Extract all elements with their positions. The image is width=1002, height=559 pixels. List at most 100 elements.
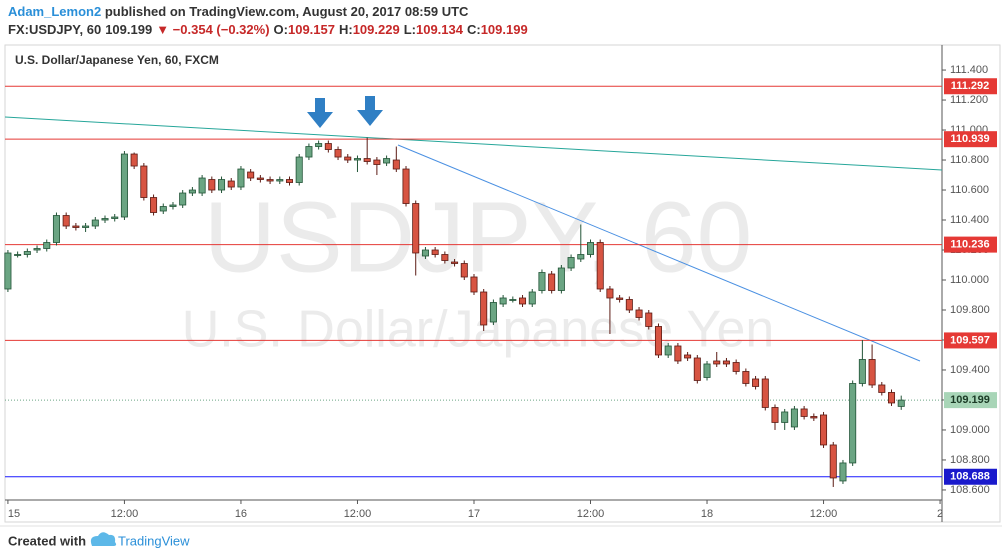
footer-brand[interactable]: TradingView <box>118 533 190 548</box>
candle-body <box>130 153 138 167</box>
candle-body <box>227 180 235 188</box>
candle-body <box>324 143 332 150</box>
trend-line <box>397 144 921 362</box>
candle-body <box>33 248 41 251</box>
candle-body <box>693 357 701 381</box>
candle-body <box>480 291 488 326</box>
candle-body <box>761 378 769 408</box>
y-tick-label: 110.800 <box>950 154 989 166</box>
candle-body <box>684 354 692 359</box>
level-label-box <box>944 236 997 253</box>
x-tick-label: 16 <box>235 508 247 520</box>
candle-body <box>752 378 760 387</box>
level-label: 110.236 <box>950 239 989 251</box>
candle-body <box>305 146 313 158</box>
x-tick-label: 12:00 <box>810 508 838 520</box>
candle-body <box>373 159 381 165</box>
candle-body <box>402 168 410 204</box>
candle-body <box>703 363 711 378</box>
author[interactable]: Adam_Lemon2 <box>8 4 102 19</box>
candle-body <box>451 261 459 264</box>
candle-body <box>781 411 789 423</box>
candle-body <box>334 149 342 158</box>
candle-body <box>489 302 497 323</box>
level-label: 111.292 <box>951 80 990 92</box>
candle-body <box>790 408 798 428</box>
candle-body <box>150 197 158 213</box>
candle-body <box>412 203 420 254</box>
quote-item: H: <box>338 22 353 37</box>
candle-body <box>72 225 80 228</box>
candle-body <box>266 179 274 182</box>
level-label: 108.688 <box>950 471 990 483</box>
candle-body <box>509 299 517 301</box>
candle-body <box>519 297 527 305</box>
y-tick-label: 110.000 <box>950 274 989 286</box>
arrow-down <box>307 98 333 128</box>
candle-body <box>548 273 556 291</box>
candle-body <box>441 254 449 261</box>
header: Adam_Lemon2 published on TradingView.com… <box>8 3 532 39</box>
candle-body <box>4 252 12 290</box>
level-label: 109.199 <box>950 394 990 406</box>
x-tick-label: 18 <box>701 508 713 520</box>
level-label-box <box>944 131 997 148</box>
candle-body <box>159 206 167 212</box>
candle-body <box>586 242 595 255</box>
candle-body <box>14 254 22 256</box>
watermark-symbol: USDJPY, 60 <box>204 181 752 293</box>
level-label-box <box>944 468 997 485</box>
candle-body <box>849 383 857 464</box>
candle-body <box>23 251 31 255</box>
arrow-down <box>357 96 383 126</box>
y-tick-label: 109.400 <box>950 364 990 376</box>
candle-body <box>742 371 750 384</box>
candle-body <box>91 219 99 227</box>
candle-body <box>616 297 624 300</box>
candle-body <box>664 345 672 356</box>
candle-body <box>800 408 808 417</box>
candle-body <box>538 272 546 291</box>
candle-body <box>470 276 478 293</box>
candle-body <box>62 215 70 227</box>
quote-item: 109.199 <box>480 22 528 37</box>
trend-line <box>4 116 943 171</box>
candle-body <box>218 179 226 191</box>
y-tick-label: 110.400 <box>950 214 989 226</box>
candle-body <box>645 312 653 327</box>
level-label-box <box>944 392 997 409</box>
watermark: USDJPY, 60 U.S. Dollar/Japanese Yen <box>182 181 775 358</box>
candle-body <box>596 242 604 290</box>
candle-body <box>353 158 361 161</box>
candle-body <box>101 218 109 221</box>
candle-body <box>188 189 196 194</box>
quote-item: L: <box>403 22 416 37</box>
quote-line: FX:USDJPY, 60 109.199 ▼ −0.354 (−0.32%) O:1… <box>8 21 532 39</box>
level-label-box <box>944 78 997 95</box>
candle-body <box>674 345 682 362</box>
candle-body <box>344 156 352 161</box>
y-tick-label: 109.800 <box>950 304 990 316</box>
quote-item: 109.157 <box>287 22 335 37</box>
candle-body <box>392 159 400 170</box>
candle-body <box>315 143 323 147</box>
candle-body <box>713 360 721 365</box>
x-tick-label: 12:00 <box>344 508 372 520</box>
candle-body <box>52 215 60 243</box>
x-tick-label: 15 <box>8 508 20 520</box>
candle-body <box>625 299 633 311</box>
y-tick-label: 109.000 <box>950 424 990 436</box>
candle-body <box>722 360 730 365</box>
candle-body <box>839 462 847 482</box>
candle-body <box>499 297 507 305</box>
candle-body <box>431 249 439 255</box>
quote-item: O: <box>273 22 288 37</box>
candle-body <box>897 399 905 407</box>
level-label: 109.597 <box>950 334 990 346</box>
candle-body <box>557 267 565 291</box>
quote-item: 109.229 <box>352 22 400 37</box>
candle-body <box>858 359 866 384</box>
candle-body <box>43 242 51 249</box>
level-label-box <box>944 332 997 349</box>
